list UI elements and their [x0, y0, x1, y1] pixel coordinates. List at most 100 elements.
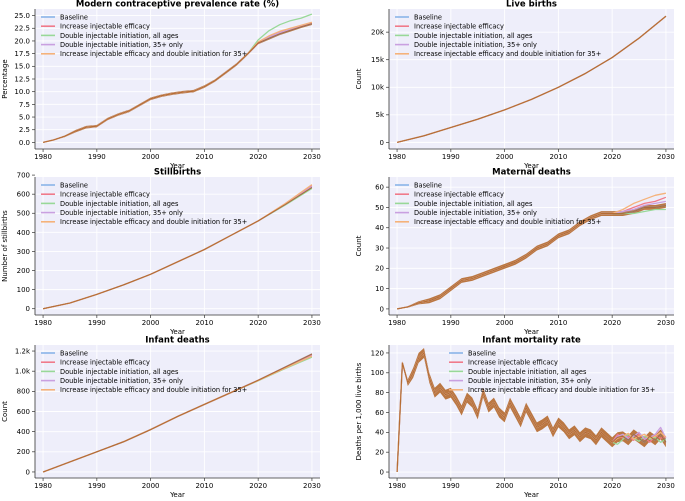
x-tick-label: 2020 [603, 482, 621, 490]
x-tick-label: 2020 [603, 319, 621, 327]
y-tick-label: 40 [375, 429, 384, 437]
central-estimate-line [396, 351, 667, 473]
central-estimate-line [396, 204, 667, 310]
y-tick-label: 100 [371, 369, 384, 377]
y-tick-label: 1.0k [15, 368, 31, 376]
y-tick-label: 15.0 [14, 63, 30, 71]
legend-entry: Double injectable initiation, all ages [60, 368, 179, 376]
y-tick-label: 2.5 [19, 126, 30, 134]
x-tick-label: 2020 [249, 319, 267, 327]
x-axis-label: Year [523, 162, 539, 170]
legend-entry: Baseline [60, 349, 88, 357]
legend-entry: Increase injectable efficacy [468, 359, 558, 367]
y-tick-label: 600 [17, 191, 30, 199]
legend-entry: Double injectable initiation, 35+ only [414, 41, 537, 49]
legend-entry: Increase injectable efficacy and double … [60, 386, 247, 394]
chart-panel: 0.0 2.5 5.0 7.5 10.0 12.5 15.0 17.5 20.0 22.5 25.0… [1, 0, 321, 170]
legend-entry: Double injectable initiation, all ages [60, 200, 179, 208]
central-estimate-line [42, 23, 313, 143]
y-axis-label: Deaths per 1,000 live births [355, 362, 363, 460]
x-tick-label: 2000 [496, 319, 514, 327]
x-tick-label: 1990 [88, 319, 106, 327]
legend-entry: Increase injectable efficacy [60, 359, 150, 367]
y-tick-label: 20k [371, 29, 385, 37]
x-axis-label: Year [169, 491, 185, 499]
legend-entry: Increase injectable efficacy [60, 23, 150, 31]
uncertainty-band [397, 348, 666, 472]
y-tick-label: 17.5 [14, 50, 30, 58]
y-tick-label: 500 [17, 210, 30, 218]
legend-entry: Double injectable initiation, 35+ only [468, 377, 591, 385]
x-tick-label: 2010 [195, 153, 213, 161]
plot-area [389, 177, 674, 315]
y-tick-label: 200 [17, 267, 30, 275]
plot-area [35, 177, 320, 315]
x-tick-label: 2000 [142, 153, 160, 161]
chart-panel: 0 20 40 60 80 100 120 1980 1990 2000 2010 2020 2030 B… [355, 336, 675, 500]
y-tick-label: 5k [375, 111, 384, 119]
legend-entry: Double injectable initiation, all ages [468, 368, 587, 376]
y-tick-label: 300 [17, 248, 30, 256]
legend-entry: Double injectable initiation, all ages [414, 32, 533, 40]
plot-area [389, 345, 674, 478]
y-tick-label: 25.0 [14, 12, 30, 20]
x-tick-label: 2030 [303, 482, 321, 490]
legend-entry: Double injectable initiation, 35+ only [60, 209, 183, 217]
x-tick-label: 2030 [303, 153, 321, 161]
x-tick-label: 2020 [249, 482, 267, 490]
y-tick-label: 12.5 [14, 75, 30, 83]
y-tick-label: 0 [380, 468, 384, 476]
y-tick-label: 40 [375, 224, 384, 232]
y-tick-label: 400 [17, 428, 30, 436]
y-axis-label: Percentage [1, 59, 9, 98]
central-estimate-line [42, 187, 313, 310]
y-tick-label: 0 [380, 139, 384, 147]
x-tick-label: 1990 [442, 482, 460, 490]
legend-entry: Baseline [60, 13, 88, 21]
x-tick-label: 2030 [303, 319, 321, 327]
chart-title: Infant mortality rate [482, 336, 581, 346]
x-tick-label: 1980 [388, 153, 406, 161]
y-tick-label: 1.2k [15, 347, 31, 355]
legend-entry: Increase injectable efficacy and double … [414, 218, 601, 226]
legend-entry: Baseline [414, 13, 442, 21]
central-estimate-line [42, 353, 313, 473]
y-tick-label: 0 [380, 305, 384, 313]
x-tick-label: 1990 [442, 153, 460, 161]
x-tick-label: 2020 [249, 153, 267, 161]
legend-entry: Increase injectable efficacy and double … [60, 50, 247, 58]
legend-entry: Increase injectable efficacy and double … [60, 218, 247, 226]
y-tick-label: 50 [375, 204, 384, 212]
y-tick-label: 10k [371, 84, 385, 92]
legend-entry: Increase injectable efficacy [414, 23, 504, 31]
x-axis-label: Year [169, 162, 185, 170]
legend-entry: Baseline [60, 181, 88, 189]
y-tick-label: 0 [26, 305, 30, 313]
x-tick-label: 2010 [195, 482, 213, 490]
x-axis-label: Year [169, 328, 185, 336]
central-estimate-line [396, 15, 667, 143]
x-tick-label: 1990 [442, 319, 460, 327]
chart-title: Modern contraceptive prevalence rate (%) [76, 0, 279, 10]
x-tick-label: 2000 [142, 482, 160, 490]
y-tick-label: 5.0 [19, 113, 30, 121]
y-tick-label: 20 [375, 449, 384, 457]
legend-entry: Double injectable initiation, all ages [414, 200, 533, 208]
legend-entry: Baseline [414, 181, 442, 189]
y-tick-label: 20 [375, 265, 384, 273]
chart-title: Maternal deaths [492, 168, 571, 178]
chart-title: Stillbirths [154, 168, 201, 178]
y-tick-label: 60 [375, 409, 384, 417]
y-tick-label: 600 [17, 408, 30, 416]
legend-entry: Double injectable initiation, 35+ only [414, 209, 537, 217]
x-tick-label: 2000 [496, 153, 514, 161]
x-tick-label: 2030 [657, 482, 675, 490]
x-tick-label: 1980 [34, 319, 52, 327]
y-tick-label: 10 [375, 285, 384, 293]
y-tick-label: 120 [371, 349, 384, 357]
legend-entry: Baseline [468, 349, 496, 357]
chart-title: Live births [506, 0, 557, 10]
x-tick-label: 2010 [549, 153, 567, 161]
x-tick-label: 2020 [603, 153, 621, 161]
